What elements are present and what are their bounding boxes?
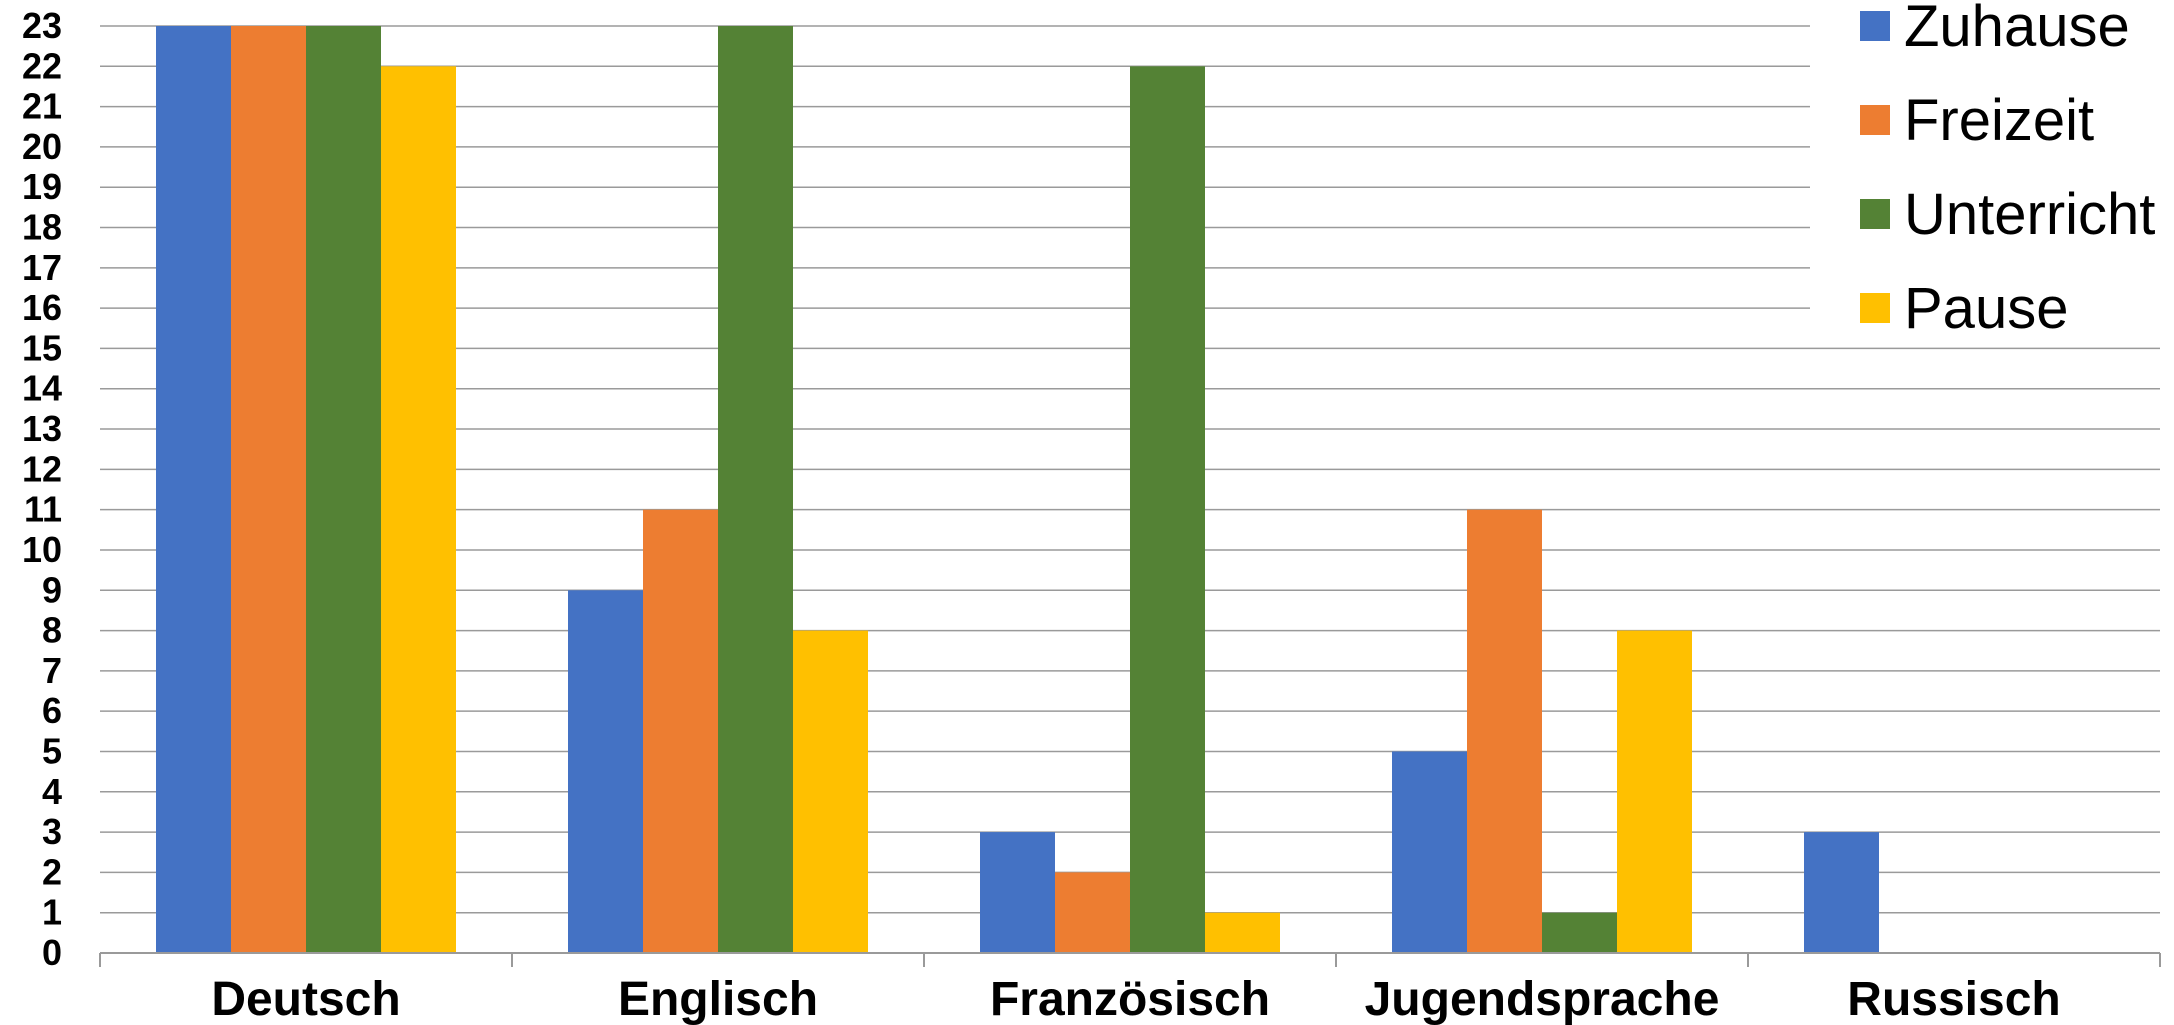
y-tick-label: 13 <box>22 408 62 449</box>
y-tick-label: 23 <box>22 5 62 46</box>
y-tick-label: 11 <box>24 489 62 530</box>
x-category-label: Jugendsprache <box>1365 973 1720 1025</box>
y-tick-label: 17 <box>22 247 62 288</box>
y-tick-label: 21 <box>22 86 62 127</box>
bar-pause-französisch <box>1205 912 1280 953</box>
legend-label-pause: Pause <box>1904 276 2068 341</box>
y-tick-label: 9 <box>42 569 62 610</box>
y-tick-label: 20 <box>22 126 62 167</box>
y-tick-label: 6 <box>42 690 62 731</box>
legend-swatch-zuhause <box>1860 11 1890 41</box>
x-category-label: Russisch <box>1847 973 2060 1025</box>
bars <box>156 26 1879 954</box>
y-tick-label: 10 <box>22 529 62 570</box>
legend-background <box>1810 0 2174 345</box>
bar-freizeit-deutsch <box>231 26 306 953</box>
bar-zuhause-jugendsprache <box>1392 751 1467 953</box>
legend-swatch-unterricht <box>1860 199 1890 229</box>
y-tick-label: 1 <box>42 892 62 933</box>
bar-unterricht-englisch <box>718 26 793 953</box>
y-tick-label: 12 <box>22 448 62 489</box>
y-tick-label: 22 <box>22 45 62 86</box>
y-tick-label: 16 <box>22 287 62 328</box>
y-tick-label: 5 <box>42 730 62 771</box>
y-tick-label: 0 <box>42 932 62 973</box>
x-category-label: Englisch <box>618 973 818 1025</box>
bar-unterricht-jugendsprache <box>1542 912 1617 953</box>
y-tick-label: 7 <box>42 650 62 691</box>
y-tick-label: 3 <box>42 811 62 852</box>
legend: Zuhause Freizeit Unterricht Pause <box>1810 0 2174 345</box>
bar-zuhause-englisch <box>568 590 643 953</box>
y-tick-label: 2 <box>42 851 62 892</box>
y-tick-label: 15 <box>22 327 62 368</box>
bar-pause-englisch <box>793 630 868 953</box>
y-tick-label: 8 <box>42 610 62 651</box>
bar-zuhause-deutsch <box>156 26 231 953</box>
legend-swatch-pause <box>1860 293 1890 323</box>
legend-swatch-freizeit <box>1860 105 1890 135</box>
bar-pause-deutsch <box>381 66 456 954</box>
legend-label-unterricht: Unterricht <box>1904 182 2155 247</box>
bar-zuhause-französisch <box>980 832 1055 953</box>
y-tick-label: 19 <box>22 166 62 207</box>
bar-pause-jugendsprache <box>1617 630 1692 953</box>
bar-freizeit-französisch <box>1055 872 1130 953</box>
legend-label-zuhause: Zuhause <box>1904 0 2130 59</box>
x-axis <box>99 952 2161 967</box>
y-tick-label: 18 <box>22 207 62 248</box>
y-tick-label: 4 <box>42 771 62 812</box>
bar-unterricht-französisch <box>1130 66 1205 954</box>
x-axis-categories: Deutsch Englisch Französisch Jugendsprache R… <box>211 973 2060 1025</box>
bar-zuhause-russisch <box>1804 832 1879 953</box>
legend-label-freizeit: Freizeit <box>1904 88 2094 153</box>
bar-freizeit-jugendsprache <box>1467 509 1542 953</box>
bar-unterricht-deutsch <box>306 26 381 953</box>
x-category-label: Deutsch <box>211 973 400 1025</box>
bar-freizeit-englisch <box>643 509 718 953</box>
y-tick-label: 14 <box>22 368 62 409</box>
x-category-label: Französisch <box>990 973 1270 1025</box>
